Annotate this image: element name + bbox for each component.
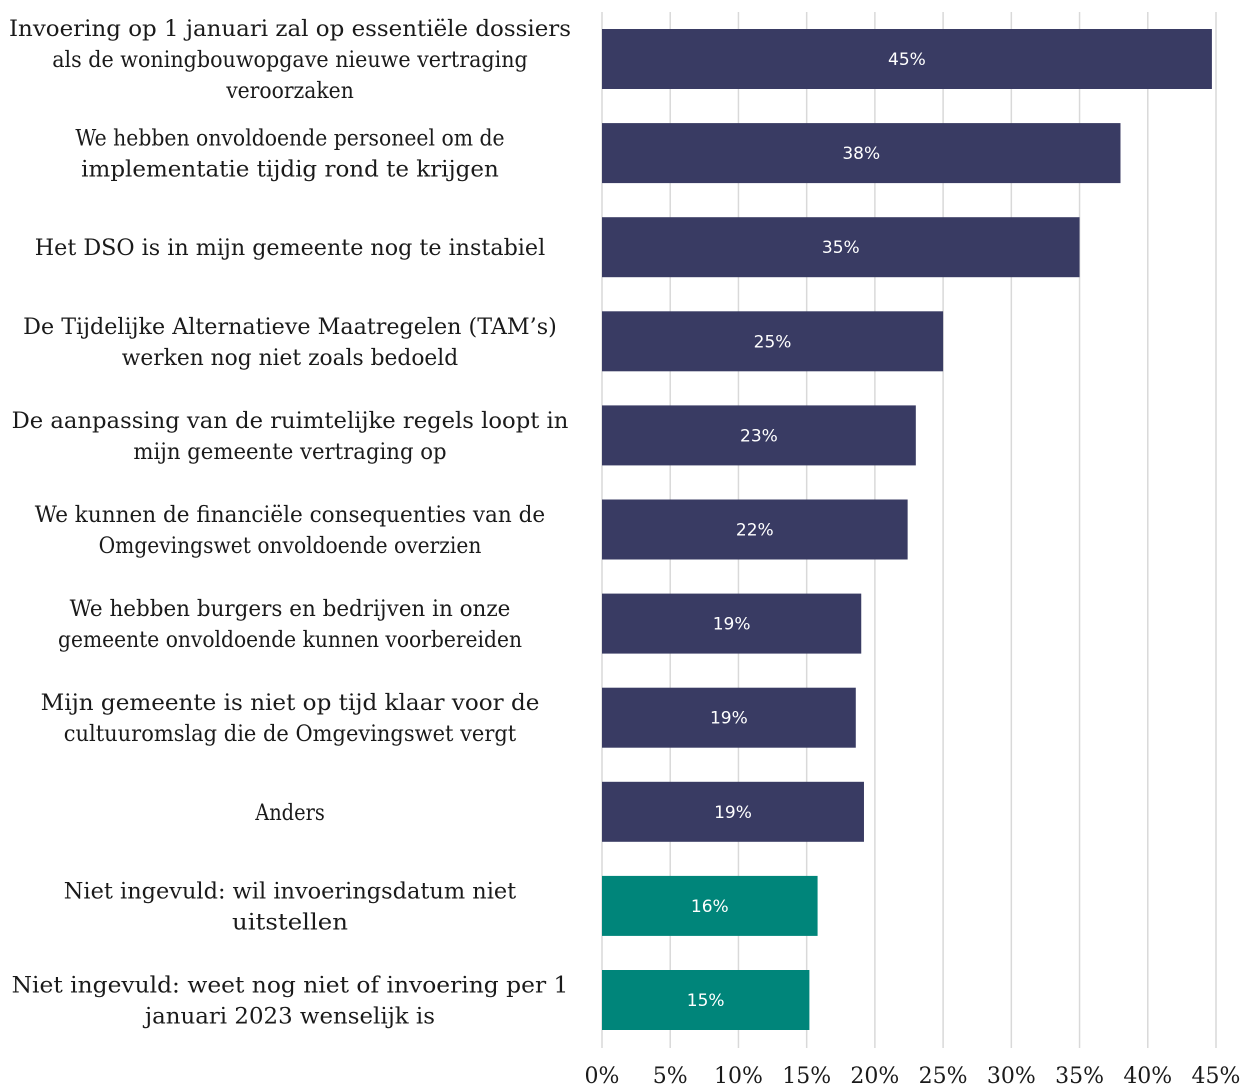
category-label-line: We hebben burgers en bedrijven in onze bbox=[70, 597, 511, 622]
category-label: Invoering op 1 januari zal op essentiële… bbox=[9, 17, 571, 104]
category-label-line: Mijn gemeente is niet op tijd klaar voor… bbox=[41, 691, 540, 716]
category-label-line: De aanpassing van de ruimtelijke regels … bbox=[12, 409, 569, 434]
bar bbox=[602, 123, 1121, 184]
bar-value-label: 19% bbox=[710, 709, 748, 729]
category-label-line: werken nog niet zoals bedoeld bbox=[122, 346, 458, 371]
x-tick-label: 10% bbox=[714, 1064, 763, 1089]
category-label: Niet ingevuld: weet nog niet of invoerin… bbox=[12, 974, 569, 1030]
category-label: We kunnen de financiële consequenties va… bbox=[35, 503, 545, 559]
x-tick-label: 25% bbox=[919, 1064, 968, 1089]
category-label: We hebben burgers en bedrijven in onze ge… bbox=[58, 597, 522, 653]
bar bbox=[602, 970, 810, 1030]
category-labels: Invoering op 1 januari zal op essentiële… bbox=[9, 17, 571, 1030]
category-label: We hebben onvoldoende personeel om de imp… bbox=[75, 127, 504, 183]
bar-value-label: 25% bbox=[754, 332, 792, 352]
bar-value-label: 35% bbox=[822, 238, 860, 258]
category-label-line: gemeente onvoldoende kunnen voorbereiden bbox=[58, 628, 522, 653]
x-tick-label: 20% bbox=[850, 1064, 899, 1089]
bar bbox=[602, 687, 856, 748]
bars: 45% 38% 35% 25% 23% 22% 19% 19% 19% 16% 15% bbox=[602, 29, 1212, 1030]
category-label: De aanpassing van de ruimtelijke regels … bbox=[12, 409, 569, 465]
category-label-line: cultuuromslag die de Omgevingswet vergt bbox=[64, 722, 517, 747]
bar-value-label: 45% bbox=[888, 50, 926, 70]
bar-value-label: 19% bbox=[713, 615, 751, 635]
category-label-line: uitstellen bbox=[232, 910, 348, 935]
category-label-line: We kunnen de financiële consequenties va… bbox=[35, 503, 545, 528]
category-label-line: Omgevingswet onvoldoende overzien bbox=[99, 534, 482, 559]
bar bbox=[602, 593, 862, 654]
x-tick-label: 0% bbox=[585, 1064, 620, 1089]
bar bbox=[602, 499, 908, 560]
category-label-line: We hebben onvoldoende personeel om de bbox=[75, 127, 504, 152]
bar bbox=[602, 311, 944, 372]
bar-value-label: 16% bbox=[691, 897, 729, 917]
x-tick-label: 5% bbox=[653, 1064, 688, 1089]
category-label: Het DSO is in mijn gemeente nog te insta… bbox=[35, 236, 545, 261]
category-label-line: Het DSO is in mijn gemeente nog te insta… bbox=[35, 236, 545, 261]
bar bbox=[602, 29, 1212, 89]
category-label-line: Niet ingevuld: wil invoeringsdatum niet bbox=[64, 879, 517, 904]
category-label: Anders bbox=[254, 801, 324, 826]
category-label-line: implementatie tijdig rond te krijgen bbox=[81, 158, 499, 183]
category-label-line: mijn gemeente vertraging op bbox=[133, 440, 446, 465]
bar bbox=[602, 405, 916, 466]
bar bbox=[602, 217, 1080, 278]
bar-value-label: 22% bbox=[736, 521, 774, 541]
x-tick-label: 45% bbox=[1192, 1064, 1241, 1089]
bar-value-label: 38% bbox=[842, 144, 880, 164]
x-tick-label: 30% bbox=[987, 1064, 1036, 1089]
category-label-line: als de woningbouwopgave nieuwe vertragin… bbox=[52, 48, 528, 73]
bar-value-label: 19% bbox=[714, 803, 752, 823]
category-label: De Tijdelijke Alternatieve Maatregelen (… bbox=[23, 315, 557, 371]
category-label-line: Anders bbox=[254, 801, 324, 826]
bar-value-label: 15% bbox=[687, 991, 725, 1011]
category-label: Niet ingevuld: wil invoeringsdatum niet u… bbox=[64, 879, 517, 935]
category-label-line: Niet ingevuld: weet nog niet of invoerin… bbox=[12, 974, 569, 999]
category-label-line: januari 2023 wenselijk is bbox=[142, 1005, 435, 1030]
x-tick-label: 35% bbox=[1055, 1064, 1104, 1089]
bar bbox=[602, 875, 818, 936]
x-tick-label: 40% bbox=[1123, 1064, 1172, 1089]
bar bbox=[602, 781, 864, 842]
bar-value-label: 23% bbox=[740, 426, 778, 446]
category-label-line: Invoering op 1 januari zal op essentiële… bbox=[9, 17, 571, 42]
x-axis-tick-labels: 0% 5% 10% 15% 20% 25% 30% 35% 40% 45% bbox=[585, 1064, 1241, 1089]
category-label-line: veroorzaken bbox=[225, 79, 354, 104]
x-tick-label: 15% bbox=[782, 1064, 831, 1089]
category-label: Mijn gemeente is niet op tijd klaar voor… bbox=[41, 691, 540, 747]
category-label-line: De Tijdelijke Alternatieve Maatregelen (… bbox=[23, 315, 557, 340]
